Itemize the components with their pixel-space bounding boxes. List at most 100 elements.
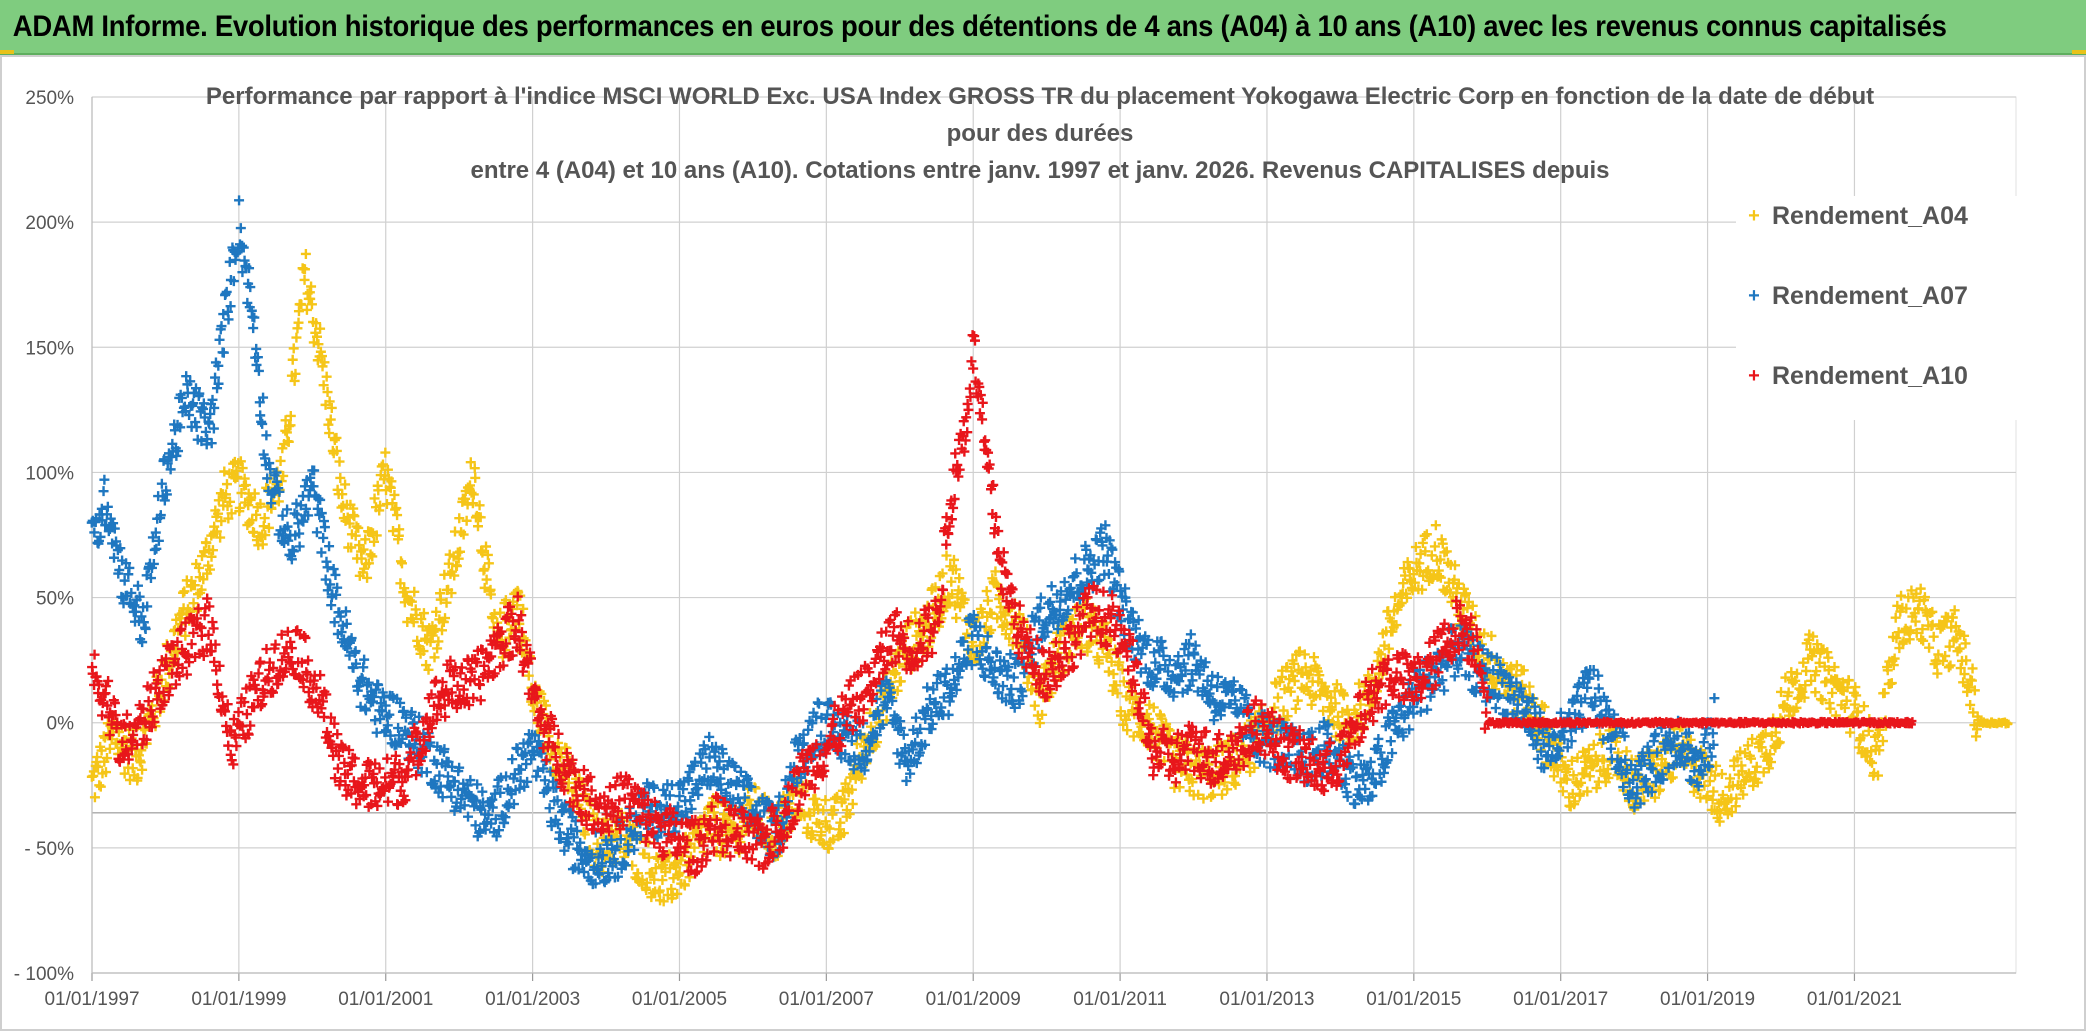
data-point [1709, 770, 1720, 781]
data-point [140, 623, 151, 634]
data-point [248, 323, 259, 334]
data-point [429, 652, 440, 663]
data-point [1714, 816, 1725, 827]
data-point [1561, 774, 1572, 785]
data-point [1582, 786, 1593, 797]
data-point [1843, 675, 1854, 686]
x-tick-label: 01/01/2013 [1219, 989, 1314, 1010]
data-point [1621, 746, 1632, 757]
data-point [96, 503, 107, 514]
data-point [701, 763, 712, 774]
data-point [1037, 709, 1048, 720]
data-point [1575, 788, 1586, 799]
data-point [1415, 706, 1426, 717]
data-point [1435, 572, 1446, 583]
data-point [465, 457, 476, 468]
data-point [306, 281, 317, 292]
data-point [1289, 676, 1300, 687]
data-point [1752, 777, 1763, 788]
data-point [446, 588, 457, 599]
data-point [89, 792, 100, 803]
data-point [483, 558, 494, 569]
data-point [1124, 694, 1135, 705]
data-point [96, 745, 107, 756]
data-point [400, 586, 411, 597]
data-point [418, 646, 429, 657]
data-point [1576, 777, 1587, 788]
data-point [1735, 782, 1746, 793]
x-tick-label: 01/01/2005 [632, 989, 727, 1010]
data-point [331, 432, 342, 443]
data-point [1434, 571, 1445, 582]
data-point [101, 753, 112, 764]
data-point [512, 600, 523, 611]
data-point [828, 834, 839, 845]
data-point [224, 256, 235, 267]
data-point [1823, 652, 1834, 663]
data-point [1067, 614, 1078, 625]
data-point [449, 570, 460, 581]
data-point [1579, 769, 1590, 780]
data-point [1738, 789, 1749, 800]
data-point [1667, 772, 1678, 783]
data-point [1756, 742, 1767, 753]
data-point [231, 741, 242, 752]
data-point [1401, 592, 1412, 603]
data-point [287, 354, 298, 365]
data-point [1603, 772, 1614, 783]
data-point [300, 248, 311, 259]
data-point [353, 522, 364, 533]
axis-layer: 250%200%150%100%50%0%- 50%- 100%01/01/19… [14, 88, 2016, 1010]
data-point [1726, 807, 1737, 818]
data-point [1417, 537, 1428, 548]
data-point [1940, 650, 1951, 661]
data-point [443, 558, 454, 569]
data-point [962, 628, 973, 639]
data-point [318, 380, 329, 391]
data-point [316, 547, 327, 558]
data-point [656, 861, 667, 872]
data-point [1289, 658, 1299, 669]
data-point [319, 522, 330, 533]
data-point [604, 782, 615, 793]
data-point [456, 662, 467, 673]
data-point [1325, 706, 1336, 717]
data-point [201, 537, 212, 548]
data-point [1350, 799, 1361, 810]
data-point [1649, 792, 1660, 803]
data-point [973, 630, 984, 641]
data-point [121, 709, 132, 720]
data-point [453, 553, 464, 564]
data-point [135, 757, 146, 768]
data-point [592, 838, 603, 849]
data-point [259, 513, 270, 524]
data-point [1717, 790, 1728, 801]
data-point [326, 402, 337, 413]
data-point [318, 532, 329, 543]
data-point [293, 317, 304, 328]
data-point [1375, 649, 1386, 660]
data-point [446, 791, 457, 802]
data-point [335, 472, 346, 483]
data-point [257, 539, 268, 550]
data-point [132, 580, 143, 591]
data-point [1654, 784, 1665, 795]
data-point [306, 299, 317, 310]
data-point [839, 794, 850, 805]
data-point [840, 778, 851, 789]
data-point [954, 573, 965, 584]
data-point [838, 828, 849, 839]
data-point [1867, 757, 1878, 768]
data-point [1372, 655, 1383, 666]
data-point [981, 586, 992, 597]
data-point [1792, 668, 1802, 679]
data-point [435, 594, 446, 605]
data-point [127, 763, 138, 774]
data-point [360, 534, 371, 545]
data-point [328, 564, 339, 575]
data-point [1588, 739, 1599, 750]
data-point [1430, 520, 1441, 531]
data-point [188, 598, 199, 609]
data-point [1751, 761, 1762, 772]
data-point [1282, 711, 1293, 722]
